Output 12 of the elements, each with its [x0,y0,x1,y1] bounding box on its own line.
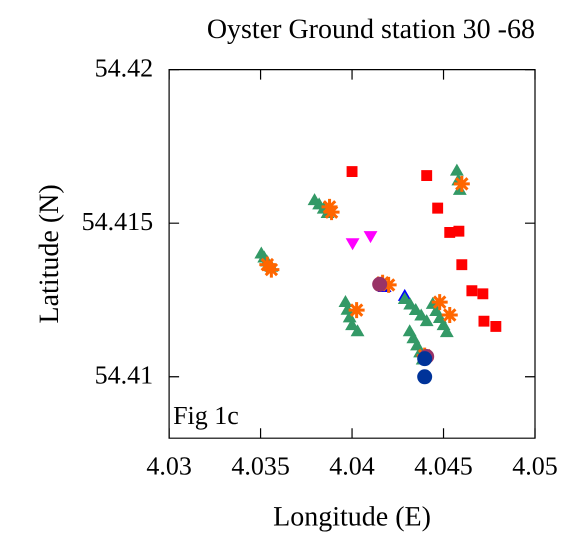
y-tick-label: 54.42 [94,53,154,82]
x-axis-title: Longitude (E) [273,502,431,533]
annotation: Fig 1c [173,401,239,430]
x-tick-label: 4.04 [329,452,375,481]
x-tick-label: 4.03 [146,452,192,481]
x-tick-label: 4.045 [414,452,473,481]
y-axis-title: Latitude (N) [34,184,66,324]
x-tick-label: 4.05 [512,452,558,481]
y-tick-label: 54.41 [94,360,154,390]
x-tick-label: 4.035 [231,452,290,481]
y-tick-label: 54.415 [82,207,154,236]
chart-title: Oyster Ground station 30 -68 [206,14,535,46]
